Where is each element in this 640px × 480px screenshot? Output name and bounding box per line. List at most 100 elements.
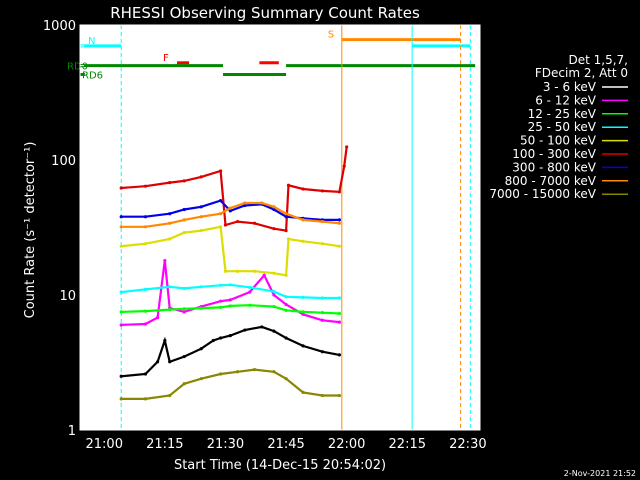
series-0-point-5 bbox=[182, 354, 186, 359]
series-5-point-6 bbox=[223, 223, 228, 227]
series-2-point-5 bbox=[219, 305, 223, 309]
series-5-point-9 bbox=[272, 227, 276, 231]
series-8-point-10 bbox=[301, 390, 305, 394]
series-6-point-13 bbox=[337, 218, 341, 222]
series-0-point-11 bbox=[260, 325, 264, 329]
series-4-point-0 bbox=[119, 244, 123, 248]
series-2-point-7 bbox=[248, 303, 252, 307]
series-1-point-10 bbox=[262, 273, 266, 277]
series-1-point-2 bbox=[155, 316, 160, 320]
series-4-point-13 bbox=[320, 242, 325, 246]
series-8-point-12 bbox=[337, 393, 341, 398]
series-4-point-11 bbox=[286, 237, 291, 241]
series-0-point-7 bbox=[211, 338, 215, 343]
series-1-point-3 bbox=[163, 258, 167, 263]
series-8-point-4 bbox=[199, 377, 203, 381]
series-7-point-5 bbox=[219, 212, 223, 216]
series-8-point-3 bbox=[182, 382, 186, 386]
series-5-point-0 bbox=[119, 186, 123, 190]
series-5-point-14 bbox=[337, 190, 341, 194]
series-3-point-2 bbox=[168, 285, 172, 289]
series-4-point-8 bbox=[252, 269, 257, 273]
y-tick-label-1: 10 bbox=[59, 289, 76, 304]
series-1-point-1 bbox=[143, 322, 148, 326]
series-4-point-7 bbox=[235, 269, 240, 273]
x-tick-label-5: 22:15 bbox=[389, 437, 426, 452]
series-4-point-12 bbox=[301, 239, 305, 243]
legend-label-3: 25 - 50 keV bbox=[528, 120, 597, 134]
flag-label-s: S bbox=[328, 30, 334, 41]
flag-label-rd0: RD0 bbox=[67, 62, 88, 73]
x-axis-label: Start Time (14-Dec-15 20:54:02) bbox=[174, 458, 386, 473]
series-4-point-9 bbox=[272, 271, 276, 275]
series-5-point-1 bbox=[143, 184, 148, 188]
x-tick-label-0: 21:00 bbox=[86, 437, 123, 452]
legend-label-1: 6 - 12 keV bbox=[535, 93, 597, 107]
series-4-point-14 bbox=[337, 244, 341, 248]
series-7-point-10 bbox=[284, 212, 288, 216]
series-8-point-1 bbox=[143, 397, 148, 401]
series-0-point-1 bbox=[143, 372, 148, 376]
legend-label-8: 7000 - 15000 keV bbox=[489, 187, 596, 201]
series-4-point-2 bbox=[168, 237, 172, 241]
series-0-point-12 bbox=[272, 329, 276, 333]
series-0-point-15 bbox=[320, 350, 325, 354]
y-tick-label-0: 1 bbox=[68, 424, 76, 439]
series-7-point-1 bbox=[143, 225, 148, 229]
series-0-point-3 bbox=[163, 338, 167, 343]
series-3-point-10 bbox=[301, 295, 305, 299]
series-1-point-15 bbox=[337, 320, 341, 324]
legend-label-0: 3 - 6 keV bbox=[543, 80, 597, 94]
series-5-point-5 bbox=[219, 169, 223, 173]
series-7-point-7 bbox=[243, 201, 247, 205]
series-4-point-5 bbox=[219, 225, 223, 229]
axes-frame bbox=[79, 24, 481, 431]
series-8-point-8 bbox=[272, 370, 276, 374]
series-3-point-7 bbox=[248, 285, 252, 289]
series-1-point-7 bbox=[219, 299, 223, 303]
y-tick-label-2: 100 bbox=[51, 154, 76, 169]
series-2-point-11 bbox=[320, 311, 325, 315]
series-8-point-9 bbox=[284, 377, 288, 381]
series-1-point-8 bbox=[228, 298, 232, 302]
series-5-point-11 bbox=[286, 183, 291, 187]
flag-label-rd6: RD6 bbox=[82, 70, 103, 81]
series-6-point-3 bbox=[182, 207, 186, 212]
series-4-point-3 bbox=[182, 230, 186, 235]
series-1-point-12 bbox=[284, 302, 288, 307]
series-8-point-7 bbox=[252, 368, 257, 372]
legend-header-0: Det 1,5,7, bbox=[569, 53, 629, 67]
legend-label-7: 800 - 7000 keV bbox=[505, 174, 597, 188]
series-8-point-6 bbox=[235, 370, 240, 374]
series-8-point-5 bbox=[219, 372, 223, 376]
series-2-point-2 bbox=[168, 307, 172, 312]
series-8-point-0 bbox=[119, 397, 123, 401]
series-7-point-11 bbox=[301, 218, 305, 222]
series-5-point-2 bbox=[168, 181, 172, 185]
series-1-point-14 bbox=[320, 318, 325, 322]
series-5-point-7 bbox=[235, 219, 240, 224]
series-2-point-8 bbox=[272, 305, 276, 309]
series-8-point-11 bbox=[320, 393, 325, 398]
legend-label-4: 50 - 100 keV bbox=[520, 134, 597, 148]
series-6-point-7 bbox=[243, 203, 247, 208]
series-6-point-6 bbox=[228, 209, 232, 213]
series-2-point-9 bbox=[284, 308, 288, 312]
series-0-point-13 bbox=[284, 336, 288, 340]
series-2-point-6 bbox=[228, 304, 232, 308]
series-3-point-8 bbox=[272, 289, 276, 294]
series-5-point-10 bbox=[284, 228, 288, 233]
chart-title: RHESSI Observing Summary Count Rates bbox=[110, 4, 420, 22]
series-0-point-9 bbox=[228, 334, 232, 338]
series-3-point-12 bbox=[337, 296, 341, 300]
series-1-point-11 bbox=[272, 293, 276, 297]
series-0-point-2 bbox=[155, 360, 160, 364]
series-0-point-0 bbox=[119, 374, 123, 378]
series-5-point-8 bbox=[252, 221, 257, 225]
legend-header-1: FDecim 2, Att 0 bbox=[535, 66, 628, 80]
series-0-point-4 bbox=[168, 360, 172, 364]
footer-date: 2-Nov-2021 21:52 bbox=[564, 469, 636, 478]
series-4-point-6 bbox=[223, 269, 228, 273]
series-6-point-1 bbox=[143, 215, 148, 219]
